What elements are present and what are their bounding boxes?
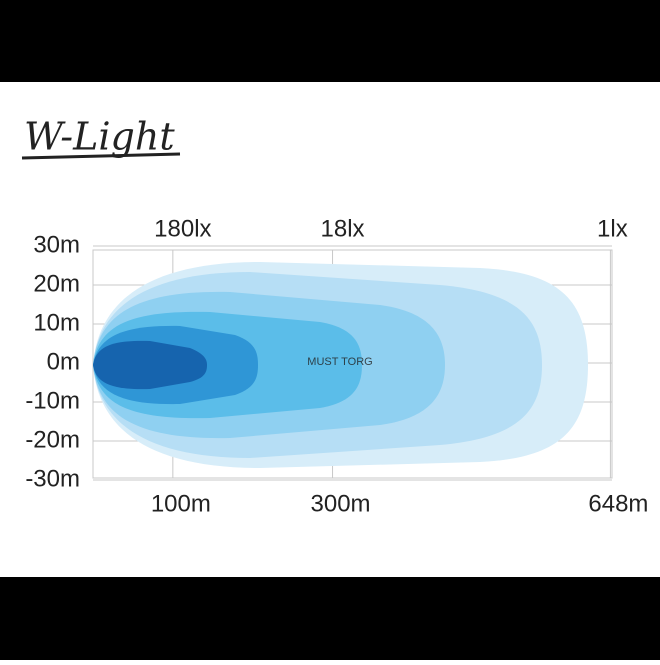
y-tick-label: -20m [25,426,80,453]
title-underline [21,152,181,160]
bottom-band [0,577,660,660]
y-tick-label: 0m [47,348,80,375]
y-tick-label: 30m [33,231,80,258]
lux-label: 180lx [154,215,211,242]
watermark: MUST TORG [307,356,372,368]
x-tick-label: 300m [311,490,371,517]
y-tick-label: -30m [25,465,80,492]
x-tick-label: 648m [588,490,648,517]
chart-title: W-Light [24,115,175,159]
labels: 30m 20m 10m 0m -10m -20m -30m 100m 180lx 300m 18lx… [25,215,648,517]
y-tick-label: 20m [33,270,80,297]
plot-frame [92,249,613,479]
top-band [0,0,660,82]
x-tick-label: 100m [151,490,211,517]
y-tick-label: -10m [25,387,80,414]
beam-zone [93,340,207,390]
beam [93,262,588,468]
lux-label: 18lx [321,215,365,242]
lux-label: 1lx [597,215,628,242]
y-tick-label: 10m [33,309,80,336]
